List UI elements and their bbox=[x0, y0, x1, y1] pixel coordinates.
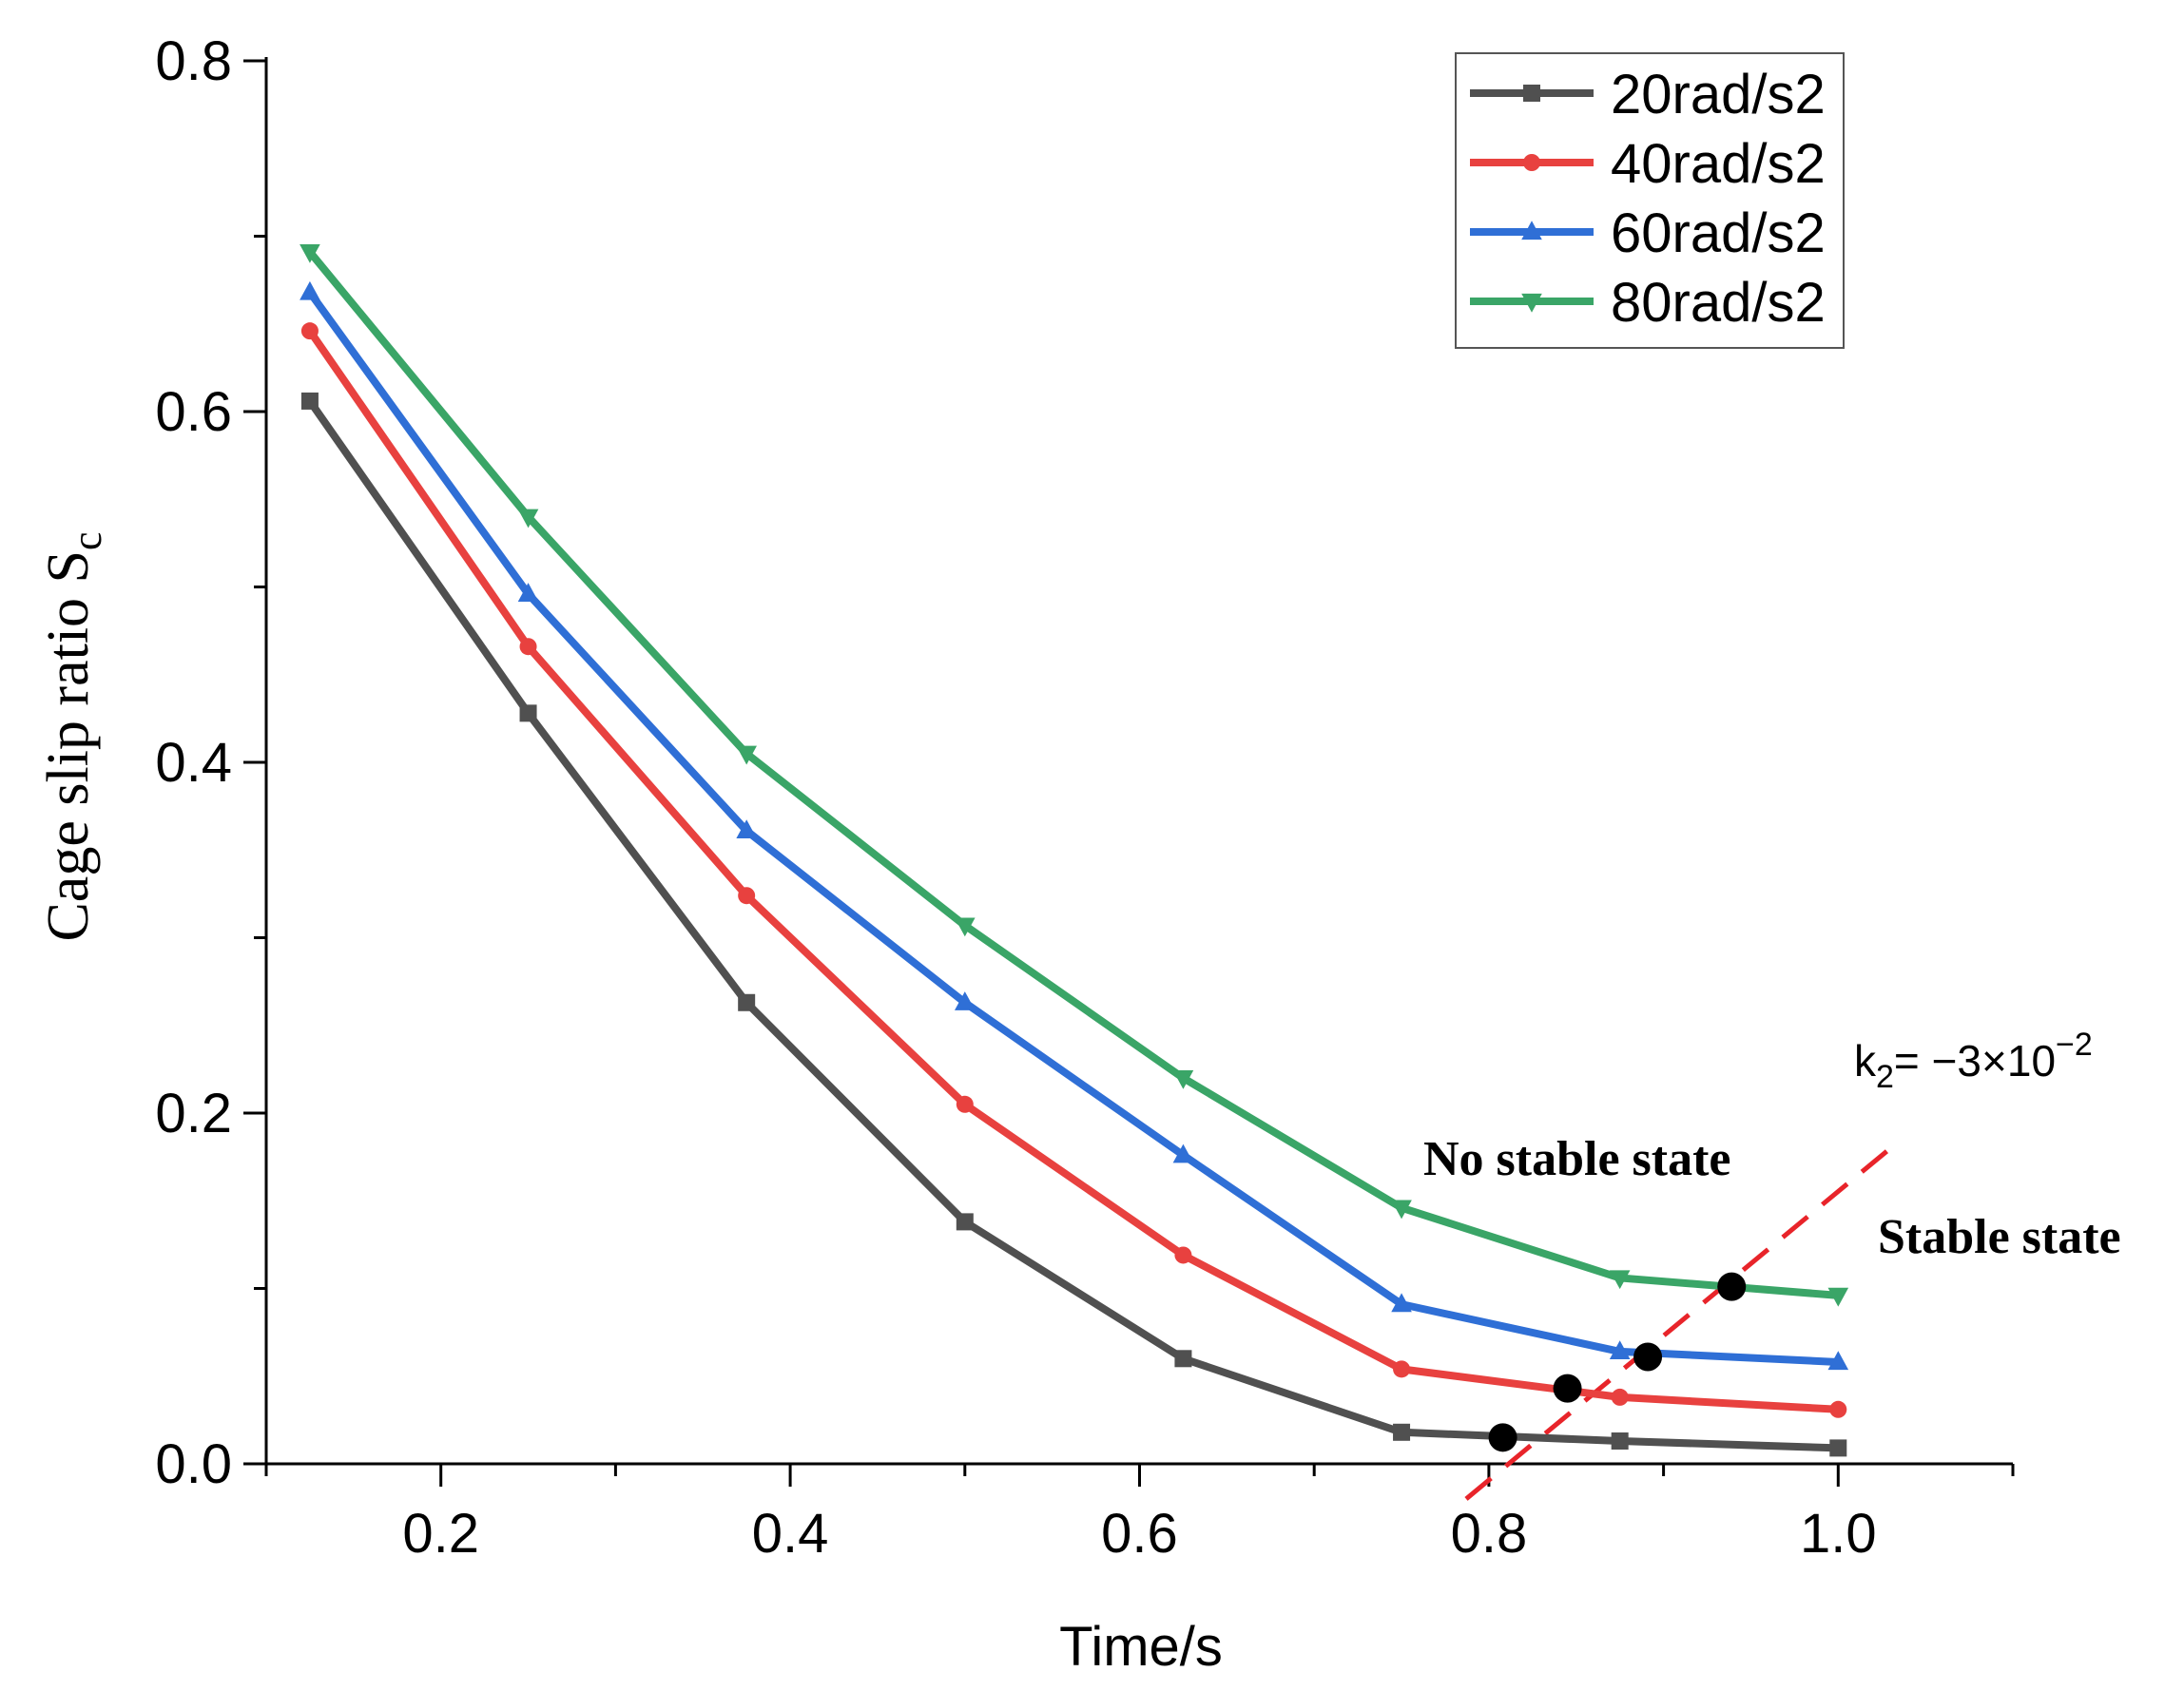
y-axis-title: Cage slip ratio Sc bbox=[36, 531, 110, 941]
legend-item: 60rad/s2 bbox=[1470, 202, 1826, 264]
stable-boundary bbox=[1464, 1145, 1893, 1501]
series-40rads2 bbox=[300, 322, 1847, 1418]
x-tick-label: 0.6 bbox=[1101, 1503, 1178, 1565]
data-point bbox=[519, 704, 537, 722]
y-tick-label: 0.6 bbox=[155, 381, 232, 443]
legend-swatch-marker bbox=[1521, 293, 1542, 313]
data-point bbox=[1172, 1143, 1194, 1163]
data-point bbox=[300, 280, 320, 300]
data-point bbox=[1393, 1423, 1411, 1441]
data-point bbox=[955, 917, 976, 937]
no-stable-annotation: No stable state bbox=[1423, 1132, 1731, 1186]
intersection-point bbox=[1553, 1374, 1582, 1403]
slope-annotation: k2= −3×10−2 bbox=[1854, 1027, 2093, 1095]
legend-item: 20rad/s2 bbox=[1470, 64, 1826, 125]
slope-eq: = −3×10 bbox=[1894, 1036, 2056, 1086]
legend-item: 40rad/s2 bbox=[1470, 133, 1826, 195]
stable-boundary-line bbox=[1464, 1145, 1893, 1501]
data-point bbox=[1829, 1439, 1847, 1457]
data-point bbox=[736, 745, 757, 765]
series-line bbox=[306, 328, 1839, 1413]
data-point bbox=[1611, 1388, 1629, 1406]
data-point bbox=[956, 1213, 974, 1231]
legend: 20rad/s2 40rad/s2 60rad/s2 80rad/s2 bbox=[1455, 52, 1845, 349]
data-point bbox=[1174, 1350, 1192, 1368]
x-tick-label: 1.0 bbox=[1800, 1503, 1877, 1565]
series-80rads2 bbox=[300, 244, 1849, 1307]
data-point bbox=[738, 887, 756, 905]
series-line bbox=[306, 290, 1839, 1366]
data-point bbox=[1393, 1360, 1411, 1378]
y-axis-title-main: Cage slip ratio S bbox=[36, 550, 101, 942]
y-tick-label: 0.0 bbox=[155, 1433, 232, 1495]
data-point bbox=[1391, 1200, 1412, 1220]
intersection-points bbox=[1488, 1272, 1747, 1452]
axes: 0.2 0.4 0.6 0.8 1.0 0.0 0.2 0.4 0.6 0.8 bbox=[155, 30, 2015, 1565]
data-point bbox=[1391, 1293, 1412, 1313]
data-point bbox=[517, 509, 539, 528]
x-axis-title: Time/s bbox=[1059, 1616, 1223, 1678]
data-point bbox=[738, 993, 756, 1011]
data-point bbox=[300, 322, 319, 340]
legend-label: 40rad/s2 bbox=[1611, 133, 1826, 195]
y-tick-label: 0.2 bbox=[155, 1083, 232, 1144]
stable-annotation: Stable state bbox=[1878, 1210, 2121, 1264]
y-tick-label: 0.8 bbox=[155, 30, 232, 92]
data-point bbox=[956, 1095, 974, 1113]
series-line bbox=[306, 249, 1839, 1299]
data-point bbox=[1609, 1340, 1631, 1360]
slope-exp: −2 bbox=[2056, 1027, 2093, 1063]
x-tick-label: 0.8 bbox=[1451, 1503, 1528, 1565]
series-60rads2 bbox=[300, 280, 1849, 1371]
data-point bbox=[1611, 1432, 1629, 1451]
data-point bbox=[1827, 1351, 1849, 1371]
x-tick-label: 0.4 bbox=[752, 1503, 829, 1565]
data-point bbox=[1827, 1287, 1849, 1307]
slope-k-sub: 2 bbox=[1876, 1059, 1894, 1095]
series-lines bbox=[300, 244, 1849, 1457]
data-point bbox=[519, 638, 537, 656]
legend-swatch-marker bbox=[1523, 85, 1540, 102]
x-tick-label: 0.2 bbox=[402, 1503, 479, 1565]
y-axis-title-sub: c bbox=[64, 531, 110, 550]
data-point bbox=[1609, 1270, 1631, 1290]
intersection-point bbox=[1633, 1342, 1663, 1372]
data-point bbox=[955, 991, 976, 1010]
data-point bbox=[1829, 1400, 1847, 1418]
data-point bbox=[300, 244, 320, 263]
legend-label: 60rad/s2 bbox=[1611, 202, 1826, 264]
series-line bbox=[306, 398, 1839, 1452]
data-point bbox=[736, 819, 757, 839]
legend-label: 20rad/s2 bbox=[1611, 64, 1826, 125]
series-20rads2 bbox=[300, 392, 1847, 1457]
legend-swatch-marker bbox=[1521, 221, 1542, 240]
intersection-point bbox=[1717, 1272, 1747, 1301]
y-tick-label: 0.4 bbox=[155, 732, 232, 794]
data-point bbox=[1172, 1070, 1194, 1089]
legend-swatch-marker bbox=[1523, 154, 1540, 171]
legend-label: 80rad/s2 bbox=[1611, 272, 1826, 334]
data-point bbox=[1174, 1246, 1192, 1264]
data-point bbox=[300, 392, 319, 410]
legend-item: 80rad/s2 bbox=[1470, 272, 1826, 334]
data-point bbox=[517, 583, 539, 602]
slope-k: k bbox=[1854, 1036, 1877, 1086]
intersection-point bbox=[1488, 1423, 1517, 1452]
